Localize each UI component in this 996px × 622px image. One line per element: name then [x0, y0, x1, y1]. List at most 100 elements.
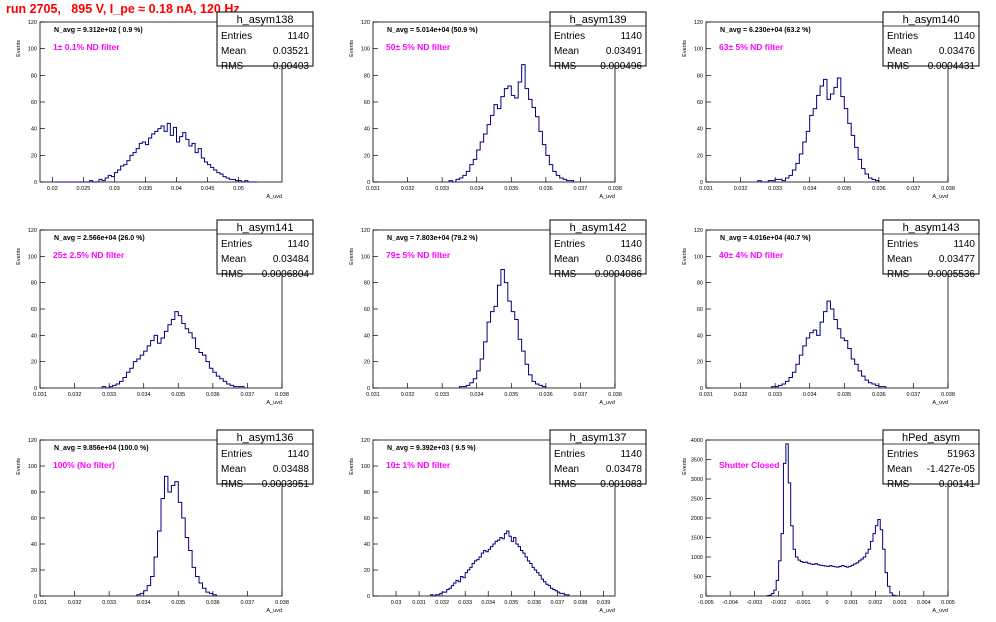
stats-key: Mean — [887, 254, 912, 265]
y-tick-label: 120 — [28, 228, 37, 234]
y-tick-label: 80 — [31, 490, 37, 496]
x-tick-label: 0.031 — [33, 600, 47, 606]
stats-value: 0.000496 — [600, 61, 642, 72]
histogram-line — [101, 311, 245, 389]
histogram-name: h_asym136 — [237, 432, 294, 444]
histogram-line — [448, 64, 575, 183]
stats-key: Mean — [554, 464, 579, 475]
stats-key: Entries — [554, 31, 585, 42]
x-tick-label: -0.004 — [722, 600, 738, 606]
y-tick-label: 20 — [697, 153, 703, 159]
x-axis-label: A_uvd — [266, 608, 282, 614]
y-tick-label: 120 — [361, 228, 370, 234]
x-tick-label: -0.002 — [771, 600, 787, 606]
y-tick-label: 120 — [361, 438, 370, 444]
stats-key: Entries — [221, 31, 252, 42]
n-avg-label: N_avg = 6.230e+04 (63.2 %) — [720, 27, 811, 34]
y-tick-label: 0 — [700, 180, 703, 186]
stats-value: 0.03484 — [273, 254, 310, 265]
filter-label: 40± 4% ND filter — [719, 250, 784, 260]
stats-key: Entries — [887, 31, 918, 42]
stats-key: RMS — [221, 269, 244, 280]
filter-label: 100% (No filter) — [53, 460, 115, 470]
x-tick-label: 0.033 — [102, 600, 116, 606]
x-tick-label: 0.032 — [68, 392, 82, 398]
histogram-line — [55, 122, 258, 183]
stats-value: 51963 — [947, 449, 975, 460]
y-tick-label: 80 — [697, 281, 703, 287]
x-tick-label: 0.034 — [470, 392, 484, 398]
y-tick-label: 100 — [28, 254, 37, 260]
y-tick-label: 100 — [694, 47, 703, 53]
y-tick-label: 60 — [364, 516, 370, 522]
y-tick-label: 40 — [364, 127, 370, 133]
filter-label: 1± 0.1% ND filter — [53, 42, 120, 52]
x-tick-label: 0.031 — [699, 186, 713, 192]
x-tick-label: 0.037 — [574, 186, 588, 192]
n-avg-label: N_avg = 9.312e+02 ( 0.9 %) — [54, 27, 143, 34]
stats-key: RMS — [221, 479, 244, 490]
y-tick-label: 20 — [364, 153, 370, 159]
x-tick-label: 0.036 — [527, 600, 541, 606]
y-tick-label: 100 — [28, 47, 37, 53]
x-axis-label: A_uvd — [932, 608, 948, 614]
x-tick-label: 0 — [825, 600, 828, 606]
y-axis-label: Events — [682, 458, 688, 475]
x-tick-label: 0.033 — [102, 392, 116, 398]
y-tick-label: 4000 — [691, 438, 703, 444]
x-tick-label: 0.038 — [275, 392, 289, 398]
x-axis-label: A_uvd — [932, 194, 948, 200]
x-tick-label: 0.034 — [481, 600, 495, 606]
y-tick-label: 80 — [31, 281, 37, 287]
x-tick-label: 0.031 — [366, 392, 380, 398]
y-tick-label: 120 — [361, 20, 370, 26]
stats-value: 0.0004086 — [595, 269, 643, 280]
y-tick-label: 80 — [364, 73, 370, 79]
y-tick-label: 0 — [700, 594, 703, 600]
x-tick-label: 0.036 — [872, 392, 886, 398]
y-tick-label: 100 — [694, 254, 703, 260]
histogram-name: h_asym142 — [570, 222, 627, 234]
y-axis-label: Events — [16, 40, 22, 57]
filter-label: 25± 2.5% ND filter — [53, 250, 125, 260]
x-tick-label: 0.033 — [768, 392, 782, 398]
n-avg-label: N_avg = 2.566e+04 (26.0 %) — [54, 235, 145, 242]
stats-value: 0.03477 — [939, 254, 976, 265]
stats-box — [882, 11, 980, 67]
n-avg-label: N_avg = 9.856e+04 (100.0 %) — [54, 445, 149, 452]
x-axis-label: A_uvd — [932, 400, 948, 406]
histogram-line — [771, 300, 887, 388]
x-tick-label: 0.025 — [77, 186, 91, 192]
stats-value: 0.03521 — [273, 46, 310, 57]
histogram-pad-h_asym141: 0 20 40 60 80 100 120 0.031 0.032 0.033 0.034 0.035… — [16, 219, 314, 406]
x-tick-label: 0.035 — [837, 392, 851, 398]
y-tick-label: 60 — [31, 307, 37, 313]
x-tick-label: 0.034 — [137, 600, 151, 606]
histogram-name: h_asym138 — [237, 14, 294, 26]
y-tick-label: 40 — [697, 127, 703, 133]
y-axis-label: Events — [682, 248, 688, 265]
x-tick-label: 0.035 — [504, 392, 518, 398]
x-tick-label: -0.001 — [795, 600, 811, 606]
x-tick-label: 0.033 — [435, 392, 449, 398]
y-tick-label: 80 — [364, 281, 370, 287]
y-tick-label: 60 — [697, 307, 703, 313]
histogram-name: hPed_asym — [902, 432, 960, 444]
y-tick-label: 100 — [361, 254, 370, 260]
x-tick-label: 0.004 — [917, 600, 931, 606]
histogram-pad-h_asym142: 0 20 40 60 80 100 120 0.031 0.032 0.033 0.034 0.035… — [349, 219, 647, 406]
stats-key: Mean — [221, 46, 246, 57]
x-tick-label: 0.035 — [504, 600, 518, 606]
x-tick-label: 0.032 — [68, 600, 82, 606]
stats-value: 1140 — [953, 239, 975, 250]
x-tick-label: 0.035 — [171, 600, 185, 606]
histogram-pad-h_asym139: 0 20 40 60 80 100 120 0.031 0.032 0.033 0.034 0.035… — [349, 11, 647, 200]
stats-value: 0.00141 — [939, 479, 976, 490]
histogram-pad-hPed_asym: 0 500 1000 1500 2000 2500 3000 3500 4000 -0.005 -0… — [682, 429, 980, 614]
y-tick-label: 80 — [31, 73, 37, 79]
x-tick-label: 0.03 — [109, 186, 120, 192]
histogram-pad-h_asym143: 0 20 40 60 80 100 120 0.031 0.032 0.033 0.034 0.035… — [682, 219, 980, 406]
filter-label: 79± 5% ND filter — [386, 250, 451, 260]
y-tick-label: 120 — [28, 20, 37, 26]
